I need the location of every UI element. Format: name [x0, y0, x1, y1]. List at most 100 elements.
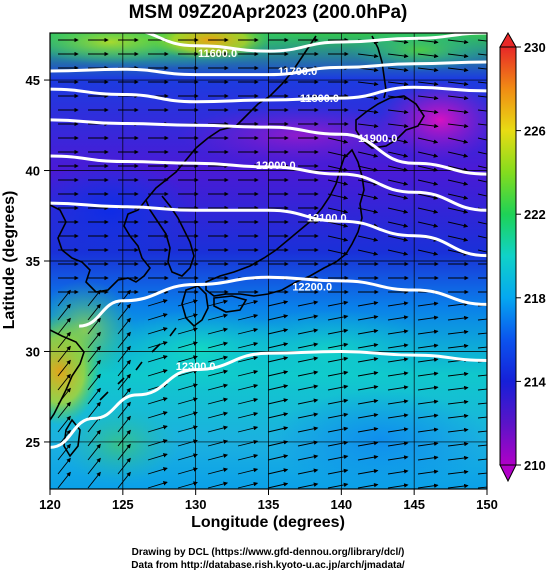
wind-arrow [417, 413, 439, 419]
wind-arrow [177, 397, 198, 405]
wind-arrow [87, 457, 101, 475]
x-tick-label: 145 [403, 497, 425, 512]
coastline-honshu [205, 148, 365, 297]
wind-arrow [147, 397, 168, 405]
wind-arrow [357, 67, 379, 73]
wind-arrow [147, 299, 168, 307]
wind-arrow [417, 123, 439, 129]
wind-arrow [57, 387, 71, 405]
wind-arrow [477, 165, 487, 169]
coastline-ryukyu [99, 327, 177, 401]
wind-arrow [87, 317, 101, 335]
wind-arrow [387, 151, 409, 158]
wind-arrow [87, 303, 101, 321]
contour-line [50, 85, 487, 104]
wind-arrow [57, 443, 71, 461]
wind-arrow [327, 370, 349, 377]
wind-arrow [387, 165, 409, 172]
wind-arrow [477, 388, 487, 391]
wind-arrow [297, 314, 319, 321]
wind-arrow [417, 207, 439, 214]
wind-arrow [147, 341, 168, 349]
wind-arrow [357, 207, 379, 214]
wind-arrow [447, 235, 469, 242]
wind-arrow [357, 314, 379, 321]
field-patch-green-south [60, 405, 180, 485]
wind-arrow [387, 95, 409, 101]
coastlines [50, 35, 425, 458]
wind-arrow [327, 482, 349, 489]
wind-arrow [387, 179, 409, 186]
wind-arrow [417, 301, 439, 307]
wind-arrow [147, 481, 168, 489]
wind-arrow [207, 355, 229, 363]
wind-arrow [477, 53, 487, 56]
contour-line [142, 33, 487, 53]
wind-arrow [447, 53, 469, 59]
wind-arrow [297, 342, 319, 349]
wind-arrow [357, 109, 379, 115]
wind-arrow [297, 454, 319, 461]
wind-arrow [237, 425, 259, 433]
wind-arrow [117, 289, 131, 307]
wind-arrow [477, 402, 487, 405]
wind-arrow [87, 387, 101, 405]
wind-arrow [447, 67, 469, 73]
wind-arrow [237, 313, 259, 321]
wind-arrow [447, 301, 469, 307]
wind-arrow [117, 317, 131, 335]
wind-arrow [387, 249, 409, 256]
wind-arrow [477, 346, 487, 349]
x-tick-label: 125 [112, 497, 134, 512]
wind-arrow [207, 439, 229, 447]
wind-arrow [417, 399, 439, 405]
wind-arrow [327, 165, 349, 172]
wind-arrow [357, 193, 379, 200]
wind-arrow [477, 416, 487, 419]
field-patch-purple-center [180, 105, 420, 165]
wind-arrow [387, 357, 409, 363]
wind-arrow [447, 207, 469, 214]
wind-arrow [477, 249, 487, 253]
wind-arrow [417, 357, 439, 363]
wind-arrow [267, 300, 289, 307]
wind-arrow [387, 343, 409, 349]
wind-arrow [177, 341, 198, 349]
wind-arrow [327, 384, 349, 391]
wind-arrow [477, 374, 487, 377]
wind-arrow [447, 329, 469, 335]
wind-arrow [387, 483, 409, 489]
x-tick-label: 130 [185, 497, 207, 512]
wind-arrow [357, 440, 379, 447]
wind-arrow [267, 356, 289, 363]
wind-arrow [387, 371, 409, 377]
contour-label: 12000.0 [256, 160, 296, 172]
colorbar-tick-label: 214 [524, 374, 546, 389]
wind-arrow [417, 315, 439, 321]
wind-arrow [237, 327, 259, 335]
wind-arrow [477, 179, 487, 183]
wind-arrow [297, 370, 319, 377]
wind-arrow [387, 441, 409, 447]
wind-arrow [147, 355, 168, 363]
colorbar-tick-label: 230 [524, 40, 546, 55]
wind-arrow [267, 454, 289, 461]
wind-arrow [357, 179, 379, 186]
wind-arrow [447, 427, 469, 433]
wind-arrow [447, 371, 469, 377]
wind-arrow [417, 441, 439, 447]
wind-arrow [477, 193, 487, 197]
wind-arrow [267, 398, 289, 405]
wind-arrow [267, 370, 289, 377]
wind-arrow [447, 343, 469, 349]
wind-arrow [117, 443, 131, 461]
wind-arrow [177, 411, 198, 419]
wind-arrow [327, 440, 349, 447]
wind-arrow [387, 413, 409, 419]
y-tick-label: 30 [26, 344, 40, 359]
wind-arrow [117, 359, 131, 377]
wind-arrow [297, 398, 319, 405]
wind-arrow [267, 468, 289, 475]
wind-arrow [267, 342, 289, 349]
field-patch-cyan-east [220, 310, 440, 390]
